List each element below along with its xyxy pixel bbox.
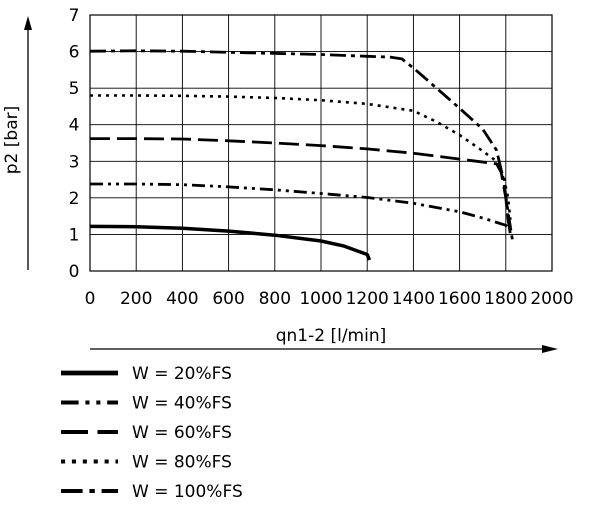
legend-label-1: W = 20%FS [132,364,232,384]
x-tick-label: 1600 [438,289,481,309]
series-line-3 [90,137,512,235]
y-tick-label: 2 [69,189,80,209]
axes: 0 200 400 600 800 1000 1200 1400 1600 1800 2000 0 1 2… [69,6,574,309]
x-tick-label: 600 [212,289,244,309]
legend: W = 20%FS W = 40%FS W = 60%FS W = 80%FS W = … [61,364,243,502]
x-tick-label: 0 [85,289,96,309]
y-tick-label: 6 [69,43,80,63]
plot-area [89,49,515,261]
x-tick-label: 2000 [530,289,573,309]
x-axis-label: qn1-2 [l/min] [276,326,387,346]
x-tick-label: 1200 [346,289,389,309]
x-tick-label: 1800 [484,289,527,309]
legend-label-3: W = 60%FS [132,423,232,443]
y-axis-arrowhead [24,16,32,30]
series-line-2 [90,182,512,231]
y-tick-label: 4 [69,116,80,136]
x-tick-label: 800 [259,289,291,309]
x-tick-label: 200 [120,289,152,309]
legend-label-4: W = 80%FS [132,453,232,473]
x-axis-arrowhead [542,345,558,353]
y-tick-label: 7 [69,6,80,26]
x-tick-label: 1000 [299,289,342,309]
x-tick-label: 1400 [392,289,435,309]
series-line-1 [89,224,372,261]
legend-label-5: W = 100%FS [132,482,243,502]
series-line-5 [89,49,515,242]
y-axis-label: p2 [bar] [2,106,22,174]
y-tick-label: 3 [69,152,80,172]
plot-frame [89,14,553,272]
y-tick-label: 0 [69,262,80,282]
y-tick-label: 1 [69,225,80,245]
y-tick-label: 5 [69,79,80,99]
x-tick-label: 400 [166,289,198,309]
legend-label-2: W = 40%FS [132,394,232,414]
